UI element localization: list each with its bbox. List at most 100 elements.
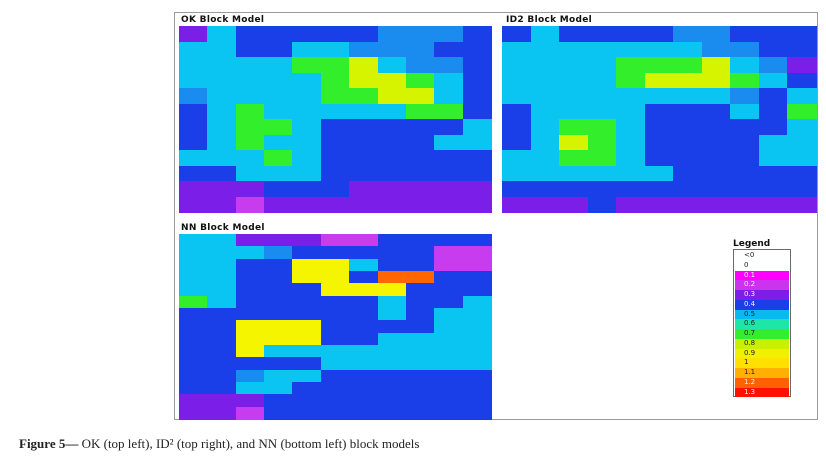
- nn-block-cell: [405, 320, 435, 334]
- ok-block-cell: [377, 72, 407, 89]
- id2-block-cell: [559, 150, 589, 167]
- ok-block-cell: [434, 41, 464, 58]
- nn-block-cell: [179, 295, 208, 309]
- ok-block-cell: [377, 119, 407, 136]
- ok-block-cell: [405, 134, 435, 151]
- nn-block-cell: [405, 295, 435, 309]
- id2-block-cell: [673, 119, 703, 136]
- id2-block-cell: [787, 41, 817, 58]
- nn-block-cell: [292, 308, 322, 321]
- id2-block-cell: [644, 134, 674, 151]
- ok-block-cell: [320, 26, 350, 43]
- ok-block-cell: [434, 26, 464, 43]
- nn-block-cell: [349, 234, 379, 247]
- nn-block-cell: [179, 308, 208, 321]
- nn-block-cell: [405, 246, 435, 260]
- id2-block-cell: [644, 181, 674, 198]
- ok-block-cell: [179, 150, 208, 167]
- legend-item: <0: [735, 251, 789, 261]
- ok-block-cell: [405, 165, 435, 182]
- id2-block-cell: [587, 119, 617, 136]
- ok-block-cell: [320, 103, 350, 120]
- id2-block-cell: [730, 119, 760, 136]
- figure-caption: Figure 5— OK (top left), ID² (top right)…: [19, 436, 419, 452]
- id2-block-cell: [587, 103, 617, 120]
- id2-block-cell: [530, 88, 560, 105]
- nn-block-cell: [434, 246, 464, 260]
- nn-block-cell: [264, 246, 294, 260]
- nn-block-cell: [434, 382, 464, 395]
- nn-block-cell: [320, 369, 350, 383]
- ok-block-cell: [434, 165, 464, 182]
- nn-block-cell: [377, 271, 407, 284]
- id2-block-cell: [587, 57, 617, 74]
- id2-block-cell: [616, 150, 646, 167]
- id2-block-cell: [701, 103, 731, 120]
- nn-block-cell: [207, 406, 237, 420]
- ok-block-cell: [292, 26, 322, 43]
- nn-block-cell: [462, 271, 492, 284]
- id2-block-cell: [787, 196, 817, 213]
- nn-block-cell: [235, 320, 265, 334]
- id2-block-cell: [530, 196, 560, 213]
- id2-block-cell: [730, 134, 760, 151]
- id2-block-cell: [758, 181, 789, 198]
- ok-block-cell: [264, 150, 294, 167]
- nn-block-cell: [264, 357, 294, 371]
- id2-block-cell: [758, 165, 789, 182]
- ok-block-cell: [349, 88, 379, 105]
- id2-panel-title: ID2 Block Model: [506, 15, 593, 25]
- nn-block-cell: [434, 345, 464, 358]
- nn-block-cell: [377, 369, 407, 383]
- id2-block-cell: [673, 150, 703, 167]
- ok-block-cell: [235, 72, 265, 89]
- nn-block-cell: [349, 308, 379, 321]
- ok-block-cell: [264, 181, 294, 198]
- nn-block-cell: [264, 283, 294, 297]
- ok-block-cell: [292, 119, 322, 136]
- id2-block-cell: [644, 72, 674, 89]
- legend-item: 1.2: [735, 377, 789, 388]
- nn-block-cell: [405, 332, 435, 346]
- nn-block-cell: [377, 234, 407, 247]
- nn-block-cell: [377, 382, 407, 395]
- ok-block-cell: [349, 41, 379, 58]
- nn-block-cell: [405, 271, 435, 284]
- ok-block-cell: [462, 119, 492, 136]
- nn-block-cell: [207, 345, 237, 358]
- ok-block-cell: [264, 41, 294, 58]
- ok-block-cell: [434, 150, 464, 167]
- nn-block-cell: [462, 258, 492, 272]
- id2-block-cell: [616, 103, 646, 120]
- legend-item: 0.9: [735, 348, 789, 359]
- ok-block-cell: [462, 57, 492, 74]
- id2-block-cell: [616, 26, 646, 43]
- nn-block-cell: [320, 271, 350, 284]
- ok-block-cell: [434, 181, 464, 198]
- nn-block-cell: [179, 320, 208, 334]
- id2-block-cell: [530, 181, 560, 198]
- ok-block-cell: [434, 88, 464, 105]
- nn-block-cell: [235, 308, 265, 321]
- nn-block-cell: [179, 283, 208, 297]
- nn-block-cell: [349, 332, 379, 346]
- id2-block-cell: [559, 181, 589, 198]
- nn-block-cell: [207, 369, 237, 383]
- id2-block-cell: [587, 41, 617, 58]
- ok-block-cell: [235, 26, 265, 43]
- ok-block-cell: [207, 88, 237, 105]
- nn-block-cell: [179, 382, 208, 395]
- id2-block-cell: [758, 103, 789, 120]
- ok-block-cell: [349, 57, 379, 74]
- ok-block-cell: [235, 57, 265, 74]
- nn-block-cell: [462, 369, 492, 383]
- id2-block-cell: [559, 165, 589, 182]
- nn-block-cell: [377, 357, 407, 371]
- ok-block-cell: [292, 181, 322, 198]
- id2-block-cell: [587, 88, 617, 105]
- ok-block-cell: [320, 41, 350, 58]
- ok-block-cell: [349, 119, 379, 136]
- ok-block-cell: [320, 150, 350, 167]
- nn-block-cell: [462, 234, 492, 247]
- ok-block-cell: [377, 150, 407, 167]
